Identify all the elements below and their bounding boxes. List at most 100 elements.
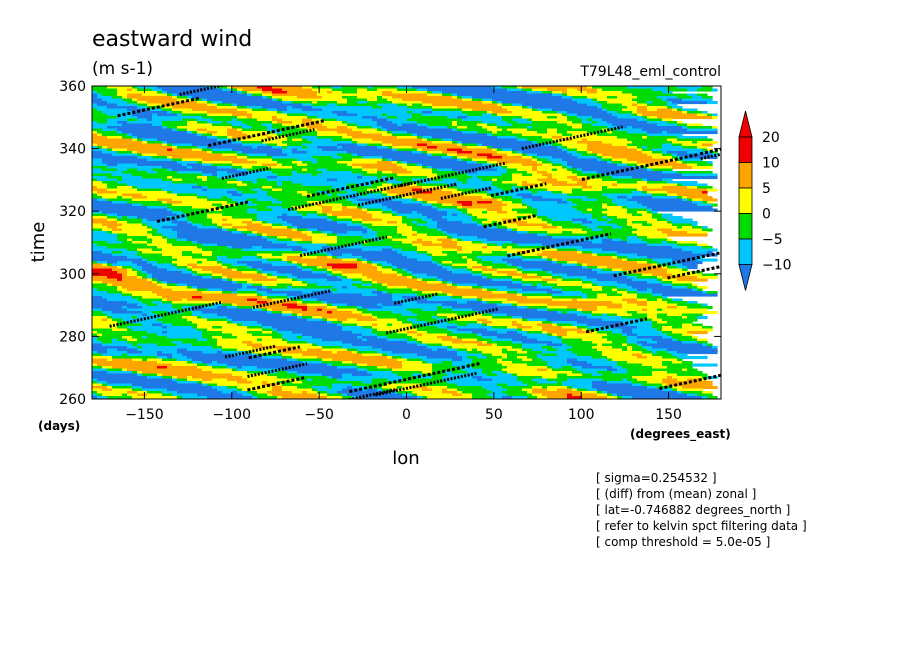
heatmap-cell <box>397 86 413 90</box>
heatmap-cell <box>312 388 318 392</box>
heatmap-cell <box>657 263 668 267</box>
heatmap-cell <box>177 283 188 287</box>
heatmap-cell <box>442 188 458 192</box>
heatmap-cell <box>667 103 678 107</box>
heatmap-cell <box>402 201 423 205</box>
heatmap-cell <box>362 388 368 392</box>
heatmap-cell <box>227 171 248 175</box>
heatmap-cell <box>667 271 693 275</box>
heatmap-cell <box>332 386 348 390</box>
heatmap-cell <box>137 106 148 110</box>
heatmap-cell <box>632 191 643 195</box>
colorbar-swatch <box>738 238 753 265</box>
heatmap-cell <box>507 153 523 157</box>
heatmap-cell <box>387 176 428 180</box>
heatmap-cell <box>602 88 653 92</box>
heatmap-cell <box>102 333 158 337</box>
heatmap-cell <box>157 318 188 322</box>
heatmap-cell <box>382 183 393 187</box>
heatmap-cell <box>122 193 143 197</box>
heatmap-cell <box>317 228 368 232</box>
heatmap-cell <box>542 376 558 380</box>
heatmap-cell <box>347 191 358 195</box>
heatmap-cell <box>607 108 623 112</box>
heatmap-cell <box>247 233 258 237</box>
heatmap-cell <box>652 216 663 220</box>
heatmap-cell <box>432 218 448 222</box>
heatmap-cell <box>297 163 308 167</box>
heatmap-cell <box>617 393 688 397</box>
heatmap-cell <box>442 228 508 232</box>
heatmap-cell <box>582 371 598 375</box>
heatmap-cell <box>682 126 688 130</box>
heatmap-cell <box>107 213 118 217</box>
heatmap-cell <box>247 371 263 375</box>
heatmap-cell <box>562 336 603 340</box>
heatmap-cell <box>407 338 418 342</box>
heatmap-cell <box>497 211 508 215</box>
heatmap-cell <box>482 263 508 267</box>
heatmap-cell <box>112 356 158 360</box>
heatmap-cell <box>162 393 173 397</box>
heatmap-cell <box>197 101 208 105</box>
heatmap-cell <box>362 243 413 247</box>
heatmap-cell <box>307 146 318 150</box>
heatmap-cell <box>562 263 578 267</box>
heatmap-cell <box>657 228 673 232</box>
heatmap-cell <box>592 341 613 345</box>
heatmap-cell <box>632 113 638 117</box>
heatmap-cell <box>642 238 668 242</box>
heatmap-cell <box>327 376 333 380</box>
heatmap-cell <box>362 176 378 180</box>
heatmap-cell <box>132 198 158 202</box>
phase-line <box>613 251 721 278</box>
heatmap-cell <box>142 268 168 272</box>
heatmap-cell <box>392 186 423 190</box>
heatmap-cell <box>642 136 648 140</box>
heatmap-cell <box>612 346 628 350</box>
heatmap-cell <box>327 256 333 260</box>
heatmap-cell <box>497 136 518 140</box>
heatmap-cell <box>557 131 568 135</box>
heatmap-cell <box>232 333 253 337</box>
heatmap-cell <box>537 273 553 277</box>
heatmap-cell <box>92 353 103 357</box>
heatmap-cell <box>217 176 268 180</box>
heatmap-cell <box>112 153 138 157</box>
heatmap-cell <box>292 171 298 175</box>
heatmap-cell <box>227 321 233 325</box>
heatmap-cell <box>92 148 108 152</box>
heatmap-cell <box>527 318 548 322</box>
heatmap-cell <box>292 273 328 277</box>
heatmap-cell <box>132 186 138 190</box>
heatmap-cell <box>292 138 303 142</box>
heatmap-cell <box>562 343 568 347</box>
heatmap-cell <box>267 308 273 312</box>
heatmap-cell <box>412 393 418 397</box>
heatmap-cell <box>132 138 138 142</box>
heatmap-cell <box>222 101 283 105</box>
heatmap-cell <box>397 178 413 182</box>
heatmap-cell <box>232 88 238 92</box>
heatmap-cell <box>482 301 488 305</box>
heatmap-cell <box>202 311 268 315</box>
heatmap-cell <box>547 361 568 365</box>
phase-line <box>490 182 547 198</box>
heatmap-cell <box>157 246 198 250</box>
heatmap-cell <box>282 258 288 262</box>
heatmap-cell <box>417 333 423 337</box>
heatmap-cell <box>662 356 678 360</box>
heatmap-cell <box>282 146 288 150</box>
heatmap-cell <box>357 88 368 92</box>
heatmap-cell <box>232 86 258 90</box>
heatmap-cell <box>652 321 658 325</box>
heatmap-cell <box>402 253 428 257</box>
heatmap-cell <box>592 251 618 255</box>
heatmap-cell <box>107 126 163 130</box>
heatmap-cell <box>602 343 623 347</box>
heatmap-cell <box>167 236 178 240</box>
heatmap-cell <box>582 153 598 157</box>
heatmap-cell <box>382 133 393 137</box>
heatmap-cell <box>587 196 608 200</box>
heatmap-cell <box>367 208 383 212</box>
